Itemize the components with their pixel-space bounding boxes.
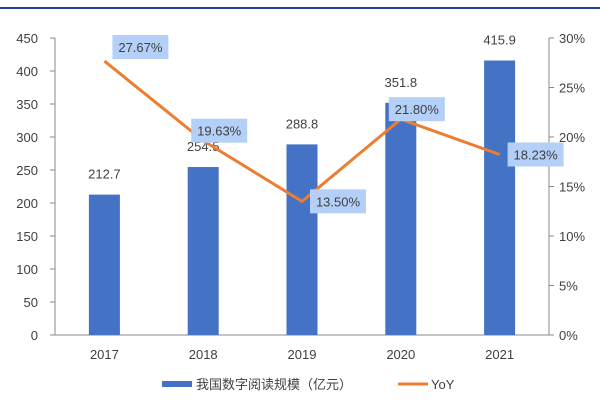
bar-label: 415.9	[483, 33, 516, 48]
yoy-label: 13.50%	[316, 194, 361, 209]
right-tick-label: 10%	[559, 229, 585, 244]
left-tick-label: 0	[31, 328, 38, 343]
bar-label: 212.7	[88, 167, 121, 182]
bar-label: 351.8	[385, 75, 418, 90]
yoy-label: 18.23%	[514, 148, 559, 163]
x-tick-label: 2017	[90, 347, 119, 362]
right-tick-label: 30%	[559, 31, 585, 46]
left-tick-label: 200	[16, 196, 38, 211]
yoy-label-box	[310, 189, 366, 214]
right-tick-label: 5%	[559, 279, 578, 294]
x-tick-label: 2020	[386, 347, 415, 362]
bar-label: 288.8	[286, 116, 319, 131]
bar-label: 254.5	[187, 139, 220, 154]
left-tick-label: 50	[24, 295, 38, 310]
left-tick-label: 300	[16, 130, 38, 145]
bar	[385, 102, 417, 335]
yoy-label: 19.63%	[197, 124, 242, 139]
yoy-line	[103, 59, 501, 204]
yoy-label: 21.80%	[395, 102, 440, 117]
yoy-label-box	[112, 35, 169, 60]
yoy-label-box	[507, 142, 564, 167]
right-tick-label: 15%	[559, 180, 585, 195]
left-tick-label: 250	[16, 163, 38, 178]
legend-label-line: YoY	[431, 377, 455, 392]
bar	[286, 144, 318, 335]
right-tick-label: 0%	[559, 328, 578, 343]
legend-label-bar: 我国数字阅读规模（亿元）	[196, 377, 352, 392]
bar	[484, 60, 516, 335]
yoy-label-box	[388, 97, 445, 122]
left-tick-label: 100	[16, 262, 38, 277]
yoy-label: 27.67%	[118, 40, 163, 55]
left-tick-label: 350	[16, 97, 38, 112]
right-tick-label: 20%	[559, 130, 585, 145]
x-tick-label: 2021	[485, 347, 514, 362]
left-tick-label: 450	[16, 31, 38, 46]
legend-swatch-bar	[162, 381, 192, 387]
left-tick-label: 400	[16, 64, 38, 79]
bar	[88, 194, 120, 335]
bar	[187, 167, 219, 335]
right-tick-label: 25%	[559, 81, 585, 96]
x-tick-label: 2019	[288, 347, 317, 362]
left-tick-label: 150	[16, 229, 38, 244]
yoy-label-box	[191, 118, 248, 143]
x-tick-label: 2018	[189, 347, 218, 362]
